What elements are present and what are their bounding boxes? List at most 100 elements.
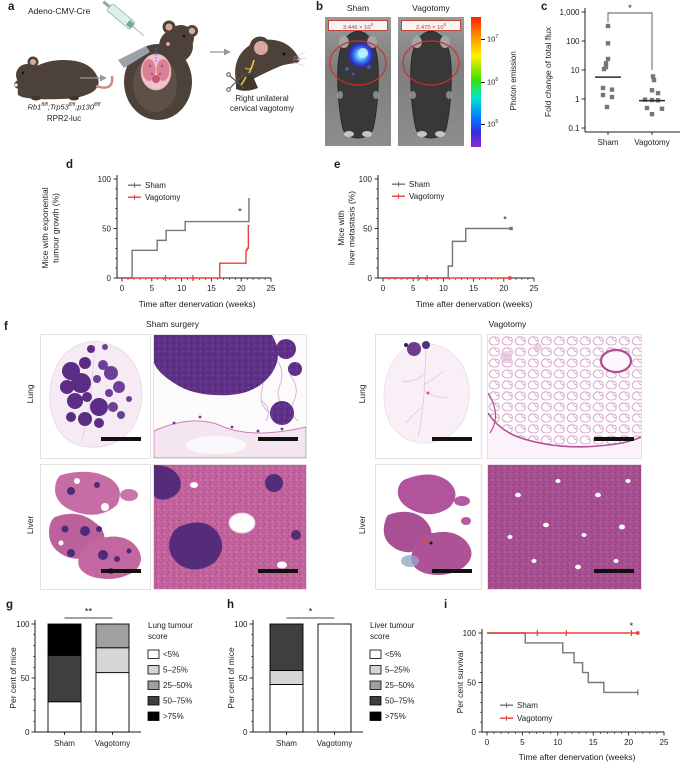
legend: Sham Vagotomy xyxy=(128,181,180,202)
stacked-bar-vagotomy xyxy=(95,623,130,733)
procedure-label-line1: Right unilateral xyxy=(235,94,289,103)
x-tick-label: 10 xyxy=(439,284,448,293)
vagotomy-lung-overview-histology xyxy=(375,334,482,459)
panel-label-c: c xyxy=(541,1,548,13)
data-point xyxy=(650,74,656,79)
arrow-icon xyxy=(210,48,231,56)
bar-segment xyxy=(47,623,82,656)
significance-marker: * xyxy=(630,621,634,632)
data-point xyxy=(605,41,611,46)
sham-column-title: Sham xyxy=(346,3,370,13)
colorbar-axis-label: Photon emission xyxy=(509,51,519,111)
fold-change-scatter-chart: 1,000 100 10 1 0.1 Sham Vagotomy * Fold change o… xyxy=(543,3,680,147)
legend-label: Vagotomy xyxy=(517,714,552,723)
data-point xyxy=(609,94,615,100)
colorbar-gradient xyxy=(471,17,481,147)
panel-label-a: a xyxy=(8,1,15,13)
y-tick-label: 100 xyxy=(463,629,477,638)
x-tick-label: 25 xyxy=(530,284,539,293)
vagotomy-lung-zoom-histology xyxy=(487,334,642,459)
series-line-vagotomy xyxy=(122,224,250,279)
legend-title: Lung tumour xyxy=(148,621,193,630)
x-tick-label: 20 xyxy=(237,284,246,293)
panel-label-e: e xyxy=(334,159,341,171)
flux-value-badge: 3.446 × 106 xyxy=(328,20,388,31)
sham-liver-overview-histology xyxy=(40,464,151,590)
legend-label: Vagotomy xyxy=(145,193,180,202)
data-point xyxy=(649,88,655,93)
legend-swatch xyxy=(147,680,160,690)
series-line-sham xyxy=(383,227,512,279)
photon-colorbar: 107 106 105 Photon emission xyxy=(471,17,535,151)
y-tick-label: 50 xyxy=(363,224,372,233)
x-tick-label: 25 xyxy=(660,738,669,747)
x-tick-label: 5 xyxy=(520,738,525,747)
gene-trp53: ;Trp53 xyxy=(47,102,69,112)
legend-label: 50–75% xyxy=(163,697,192,706)
y-axis-label: Mice with exponential xyxy=(40,187,50,268)
bar-segment xyxy=(269,669,304,685)
y-tick-label: 50 xyxy=(102,224,111,233)
data-point xyxy=(605,23,611,29)
panel-label-g: g xyxy=(6,599,14,611)
legend-label: Sham xyxy=(145,181,166,190)
scale-bar xyxy=(432,437,472,441)
y-tick-label: 1 xyxy=(575,95,580,104)
data-point xyxy=(605,56,611,62)
category-label: Sham xyxy=(598,138,619,147)
scale-bar xyxy=(101,569,141,573)
y-axis-label: Mice with xyxy=(336,210,346,246)
bar-segment xyxy=(95,647,130,674)
y-tick-label: 0 xyxy=(243,728,248,737)
panel-label-d: d xyxy=(66,159,74,171)
donor-mouse-illustration xyxy=(13,56,114,101)
bar-segment xyxy=(47,701,82,733)
legend-swatch xyxy=(369,696,382,706)
axes: 1,000 100 10 1 0.1 Sham Vagotomy xyxy=(559,8,680,147)
legend-label: 25–50% xyxy=(385,681,414,690)
stacked-bar-sham xyxy=(269,623,304,733)
legend-swatch xyxy=(147,649,160,659)
survival-step-chart: 0 5 10 15 20 25 0 50 100 Sham Vagotomy * Time after … xyxy=(455,621,669,762)
legend-label: Vagotomy xyxy=(409,192,444,201)
y-axis-label: Fold change of total flux xyxy=(543,26,553,117)
y-axis-label: Per cent of mice xyxy=(226,647,236,709)
category-label: Sham xyxy=(54,739,75,748)
legend-swatch xyxy=(369,665,382,675)
scatter-group-vagotomy xyxy=(639,74,665,117)
bar-segment xyxy=(269,684,304,733)
legend: Lung tumour score <5% 5–25% 25–50% 50–75% >75% xyxy=(147,621,193,721)
x-axis-label: Time after denervation (weeks) xyxy=(416,299,533,309)
axes: 0 5 10 15 20 25 0 50 100 xyxy=(463,629,669,747)
bar-segment xyxy=(95,623,130,649)
vagotomy-title: Vagotomy xyxy=(488,319,527,329)
vagotomy-mouse-photo-image xyxy=(398,17,464,146)
legend: Liver tumour score <5% 5–25% 25–50% 50–75% >75… xyxy=(369,621,415,721)
legend-label: 50–75% xyxy=(385,697,414,706)
vagotomy-liver-zoom-histology xyxy=(487,464,642,590)
data-point xyxy=(609,87,615,92)
y-axis-label: Per cent survival xyxy=(455,650,465,713)
mouse-schematic-illustration xyxy=(13,0,307,120)
data-point xyxy=(604,104,610,110)
roi-circle xyxy=(329,40,387,86)
series-marker xyxy=(636,631,640,635)
sham-liver-zoom-histology xyxy=(153,464,307,590)
x-tick-label: 0 xyxy=(120,284,125,293)
series-line-sham xyxy=(487,632,638,694)
axes: 0 50 100 Sham Vagotomy xyxy=(234,620,363,748)
category-label: Vagotomy xyxy=(634,138,669,147)
y-axis-label: tumour growth (%) xyxy=(51,193,61,263)
series-line-sham xyxy=(122,198,251,279)
bar-segment xyxy=(269,623,304,671)
row-label-liver-right: Liver xyxy=(357,515,368,535)
legend-swatch xyxy=(369,680,382,690)
y-tick-label: 10 xyxy=(571,66,580,75)
legend-label: 5–25% xyxy=(163,666,188,675)
significance-bracket xyxy=(607,12,653,70)
significance-marker: * xyxy=(309,607,313,618)
x-tick-label: 5 xyxy=(411,284,416,293)
x-tick-label: 15 xyxy=(207,284,216,293)
liver-metastasis-step-chart: 0 5 10 15 20 25 0 50 100 Sham Vagotomy * Time after … xyxy=(336,175,539,309)
